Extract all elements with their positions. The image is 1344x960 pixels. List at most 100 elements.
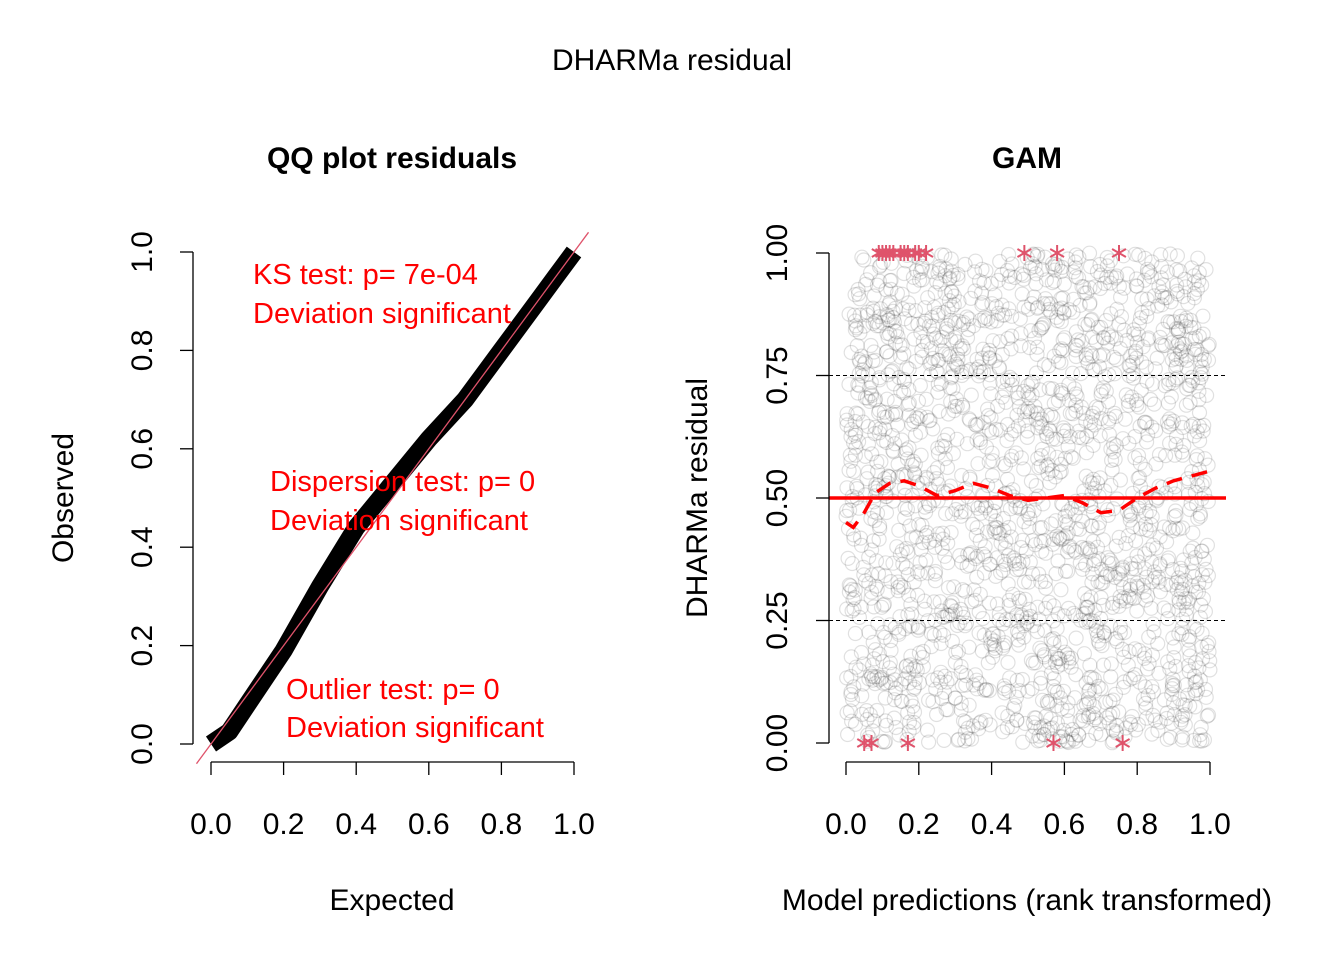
residual-point (1129, 278, 1145, 294)
residual-point (1031, 566, 1047, 582)
residual-point (993, 266, 1010, 283)
residual-point (847, 322, 864, 338)
residual-point (934, 540, 950, 557)
residual-point (1074, 513, 1091, 530)
residual-point (1122, 578, 1138, 594)
residual-point (1140, 687, 1156, 704)
residual-point (956, 341, 972, 357)
residual-point (1046, 395, 1062, 411)
residual-point (1153, 336, 1169, 352)
residual-point (869, 277, 886, 293)
residual-point (1097, 483, 1113, 499)
residual-point (998, 394, 1014, 410)
residual-point (1108, 438, 1125, 454)
residual-point (1163, 715, 1180, 731)
residual-point (842, 578, 859, 594)
residual-point (996, 553, 1012, 569)
residual-point (968, 527, 984, 543)
residual-point (862, 265, 879, 281)
residual-point (1091, 488, 1107, 504)
residual-point (1083, 345, 1099, 361)
residual-point (1053, 314, 1069, 330)
residual-point (971, 604, 987, 620)
residual-point (977, 313, 993, 329)
residual-point (1175, 552, 1192, 568)
residual-point (1084, 574, 1100, 591)
residual-point (1043, 296, 1059, 312)
outlier-stroke (1111, 248, 1127, 258)
residual-point (1060, 251, 1076, 267)
residual-point (841, 584, 858, 600)
residual-point (957, 504, 973, 520)
residual-point (903, 648, 919, 664)
residual-point (866, 651, 882, 667)
residual-point (1016, 574, 1033, 590)
residual-point (1118, 593, 1134, 609)
residual-point (1053, 582, 1069, 598)
residual-y-tick-label: 1.00 (761, 224, 794, 282)
residual-point (1000, 246, 1017, 263)
residual-point (889, 285, 906, 301)
residual-point (920, 734, 937, 750)
residual-point (886, 692, 903, 708)
residual-point (1071, 423, 1087, 439)
residual-point (957, 714, 974, 730)
residual-point (1016, 461, 1032, 477)
residual-point (1179, 381, 1195, 397)
residual-point (1053, 291, 1069, 307)
residual-point (1144, 376, 1161, 392)
residual-point (1006, 492, 1023, 508)
residual-point (1049, 715, 1066, 731)
residual-point (840, 521, 857, 537)
residual-point (880, 475, 897, 491)
residual-point (887, 300, 904, 316)
residual-point (1154, 297, 1170, 313)
residual-point (1201, 635, 1217, 651)
residual-point (959, 309, 975, 325)
residual-point (1170, 334, 1187, 350)
residual-point (1173, 560, 1189, 576)
residual-point (1145, 616, 1161, 632)
residual-point (1063, 650, 1080, 666)
residual-point (958, 667, 974, 684)
residual-point (901, 587, 917, 603)
residual-point (1098, 312, 1114, 329)
residual-point (1144, 419, 1160, 435)
residual-point (853, 537, 870, 553)
residual-point (1083, 423, 1099, 439)
residual-point (992, 253, 1008, 270)
residual-point (848, 659, 864, 675)
residual-point (1144, 254, 1160, 270)
residual-point (1024, 387, 1040, 403)
residual-point (1092, 470, 1108, 486)
residual-point (919, 722, 936, 738)
residual-point (1031, 322, 1047, 338)
residual-point (1134, 305, 1150, 321)
residual-point (889, 417, 906, 433)
residual-point (1090, 319, 1106, 335)
residual-point (871, 672, 887, 688)
residual-point (1195, 326, 1211, 342)
residual-point (1099, 258, 1116, 274)
residual-point (1105, 501, 1122, 517)
residual-point (1013, 338, 1029, 354)
residual-point (1168, 351, 1184, 367)
residual-point (1127, 345, 1144, 361)
residual-point (935, 627, 952, 643)
residual-point (877, 629, 893, 645)
residual-point (1040, 695, 1056, 712)
residual-point (944, 594, 960, 611)
residual-point (1177, 279, 1194, 295)
residual-point (994, 297, 1010, 313)
residual-point (976, 565, 993, 581)
residual-point (987, 640, 1003, 657)
residual-point (1043, 516, 1059, 532)
residual-point (967, 592, 983, 608)
residual-point (1184, 555, 1200, 571)
residual-point (1084, 518, 1100, 534)
residual-point (865, 533, 882, 549)
residual-point (1160, 550, 1177, 566)
residual-point (879, 391, 895, 407)
residual-point (1016, 383, 1032, 399)
residual-point (1068, 247, 1084, 263)
